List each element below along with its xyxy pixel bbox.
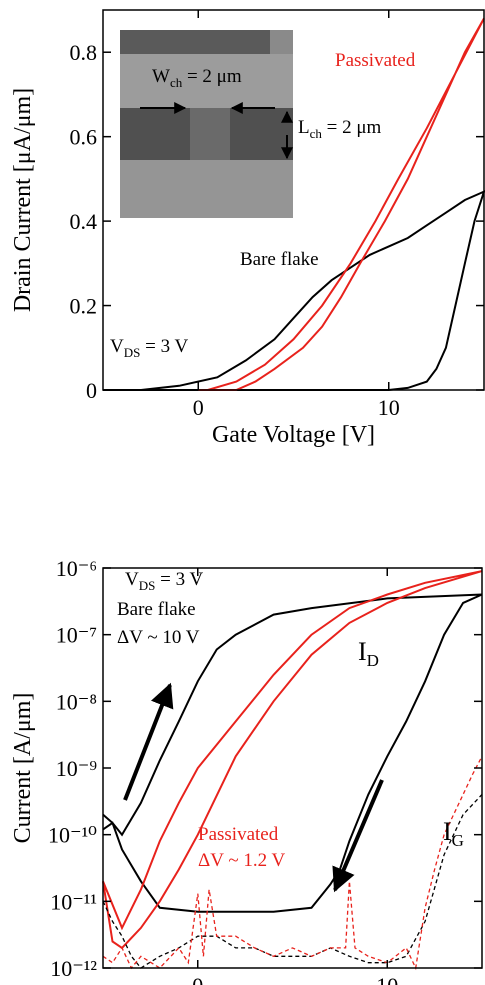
- data-line: [103, 190, 485, 391]
- x-axis-label: Gate Voltage [V]: [212, 422, 375, 448]
- y-tick-label: 10⁻¹⁰: [48, 823, 97, 848]
- inset-label: Wch = 2 μm: [152, 66, 242, 90]
- y-tick-label: 0.4: [70, 209, 98, 234]
- y-tick-label: 10⁻⁷: [56, 623, 97, 648]
- y-tick-label: 10⁻¹²: [50, 956, 97, 981]
- annotation: ID: [358, 637, 379, 670]
- subscript: D: [367, 651, 379, 670]
- label-tail: = 3 V: [140, 336, 188, 357]
- annotation: VDS = 3 V: [125, 569, 203, 593]
- y-tick-label: 10⁻⁹: [56, 756, 98, 781]
- x-tick-label: 10: [378, 395, 400, 420]
- annotation: ΔV ~ 1.2 V: [198, 850, 286, 871]
- y-tick-label: 10⁻⁶: [56, 556, 97, 581]
- symbol: L: [298, 117, 310, 138]
- y-tick-label: 0.8: [70, 40, 98, 65]
- y-tick-label: 10⁻⁸: [56, 689, 97, 714]
- data-line: [102, 755, 483, 971]
- symbol: W: [152, 66, 170, 87]
- symbol: I: [358, 637, 367, 666]
- data-line: [102, 570, 483, 950]
- symbol: V: [110, 336, 124, 357]
- series-label: Passivated: [335, 50, 416, 71]
- label-tail: = 2 μm: [182, 66, 242, 87]
- annotation: IG: [443, 817, 464, 850]
- y-tick-label: 10⁻¹¹: [50, 889, 97, 914]
- x-tick-label: 0: [192, 973, 203, 985]
- subscript: DS: [139, 578, 156, 593]
- symbol: I: [443, 817, 452, 846]
- inset-label: Lch = 2 μm: [298, 117, 382, 141]
- plot: 0 10 0 0.2 0.4 0.6 0.8 Gate Voltage [V] Drain Cu…: [10, 9, 485, 448]
- label-tail: = 3 V: [155, 569, 203, 590]
- sweep-arrow: [123, 682, 174, 801]
- sweep-arrow: [332, 779, 384, 893]
- y-axis-label: Current [A/μm]: [10, 693, 36, 844]
- y-tick-label: 0.6: [70, 125, 98, 150]
- annotation: ΔV ~ 10 V: [117, 627, 200, 648]
- series-label: Passivated: [198, 824, 279, 845]
- inset-image: [120, 30, 293, 218]
- x-tick-label: 10: [376, 973, 398, 985]
- y-tick-label: 0: [86, 378, 97, 403]
- subscript: DS: [124, 345, 141, 360]
- plot-frame: [102, 9, 485, 391]
- data-line: [102, 593, 483, 913]
- y-tick-label: 0.2: [70, 294, 98, 319]
- annotation: VDS = 3 V: [110, 336, 188, 360]
- data-line: [198, 17, 485, 391]
- y-axis-label: Drain Current [μA/μm]: [10, 88, 36, 312]
- x-tick-label: 0: [193, 395, 204, 420]
- series-label: Bare flake: [240, 249, 319, 270]
- series-label: Bare flake: [117, 599, 196, 620]
- subscript: G: [452, 831, 464, 850]
- subscript: ch: [310, 126, 323, 141]
- subscript: ch: [170, 75, 183, 90]
- symbol: V: [125, 569, 139, 590]
- label-tail: = 2 μm: [322, 117, 382, 138]
- data-line: [102, 794, 483, 969]
